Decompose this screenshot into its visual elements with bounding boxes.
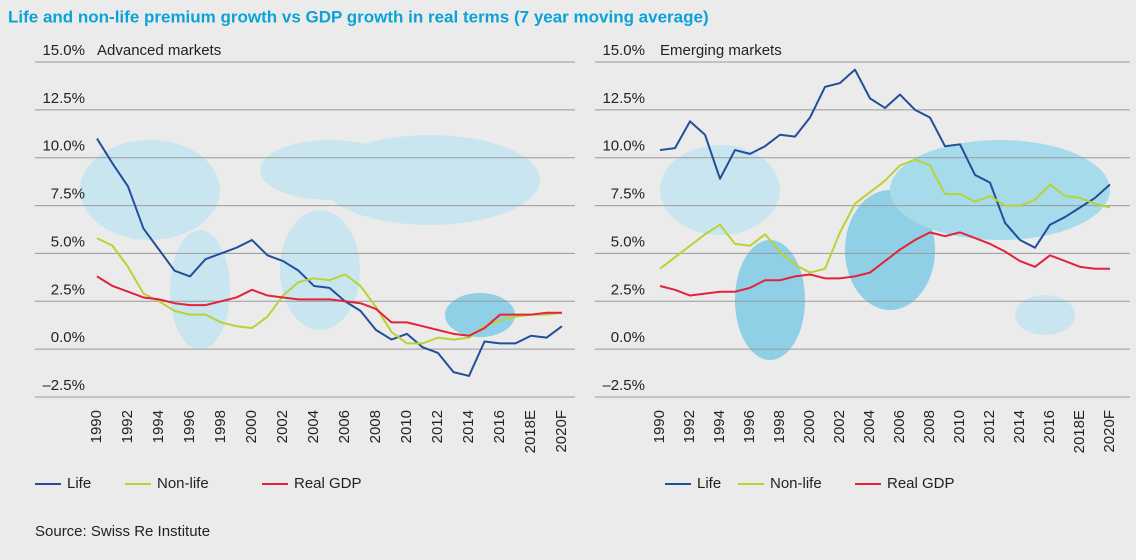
x-tick-label: 1990	[651, 410, 668, 443]
y-tick-label: 7.5%	[611, 186, 645, 203]
y-tick-label: 12.5%	[602, 90, 645, 107]
legend-label: Real GDP	[887, 475, 955, 492]
x-tick-label: 2014	[460, 410, 477, 443]
x-tick-label: 1998	[212, 410, 229, 443]
x-tick-label: 1996	[741, 410, 758, 443]
x-tick-label: 1998	[771, 410, 788, 443]
x-tick-label: 2020F	[1101, 410, 1118, 453]
x-tick-label: 2016	[491, 410, 508, 443]
x-tick-label: 2006	[336, 410, 353, 443]
x-tick-label: 1994	[711, 410, 728, 443]
legend-label: Non-life	[157, 475, 209, 492]
series-line	[96, 275, 562, 337]
x-tick-label: 2018E	[1071, 410, 1088, 453]
y-tick-label: –2.5%	[42, 377, 85, 394]
x-tick-label: 2000	[243, 410, 260, 443]
x-tick-label: 1992	[119, 410, 136, 443]
series-line	[96, 237, 563, 345]
x-tick-label: 1990	[88, 410, 105, 443]
y-tick-label: 15.0%	[42, 42, 85, 59]
source-note: Source: Swiss Re Institute	[35, 523, 210, 540]
x-tick-label: 2008	[367, 410, 384, 443]
y-tick-label: 7.5%	[51, 186, 85, 203]
x-tick-label: 2016	[1041, 410, 1058, 443]
panel-subtitle: Advanced markets	[97, 42, 221, 59]
legend-label: Life	[697, 475, 721, 492]
x-tick-label: 2020F	[553, 410, 570, 453]
y-tick-label: –2.5%	[602, 377, 645, 394]
x-tick-label: 2002	[831, 410, 848, 443]
x-tick-label: 2012	[429, 410, 446, 443]
x-tick-label: 2004	[305, 410, 322, 443]
y-tick-label: 15.0%	[602, 42, 645, 59]
y-tick-label: 2.5%	[51, 281, 85, 298]
x-tick-label: 2006	[891, 410, 908, 443]
x-tick-label: 2004	[861, 410, 878, 443]
y-tick-label: 5.0%	[51, 233, 85, 250]
y-tick-label: 0.0%	[51, 329, 85, 346]
series-line	[659, 231, 1110, 297]
y-tick-label: 10.0%	[602, 138, 645, 155]
x-tick-label: 2010	[951, 410, 968, 443]
x-tick-label: 1992	[681, 410, 698, 443]
x-tick-label: 2012	[981, 410, 998, 443]
x-tick-label: 2018E	[522, 410, 539, 453]
x-tick-label: 2002	[274, 410, 291, 443]
x-tick-label: 2010	[398, 410, 415, 443]
x-tick-label: 1996	[181, 410, 198, 443]
panel-subtitle: Emerging markets	[660, 42, 782, 59]
x-tick-label: 2008	[921, 410, 938, 443]
legend-label: Life	[67, 475, 91, 492]
page-title: Life and non-life premium growth vs GDP …	[8, 7, 709, 26]
series-line	[96, 138, 563, 377]
legend-label: Non-life	[770, 475, 822, 492]
series-line	[659, 158, 1111, 274]
y-tick-label: 10.0%	[42, 138, 85, 155]
x-tick-label: 2000	[801, 410, 818, 443]
x-tick-label: 1994	[150, 410, 167, 443]
y-tick-label: 12.5%	[42, 90, 85, 107]
x-tick-label: 2014	[1011, 410, 1028, 443]
y-tick-label: 5.0%	[611, 233, 645, 250]
series-line	[659, 68, 1111, 249]
y-tick-label: 2.5%	[611, 281, 645, 298]
y-tick-label: 0.0%	[611, 329, 645, 346]
legend-label: Real GDP	[294, 475, 362, 492]
